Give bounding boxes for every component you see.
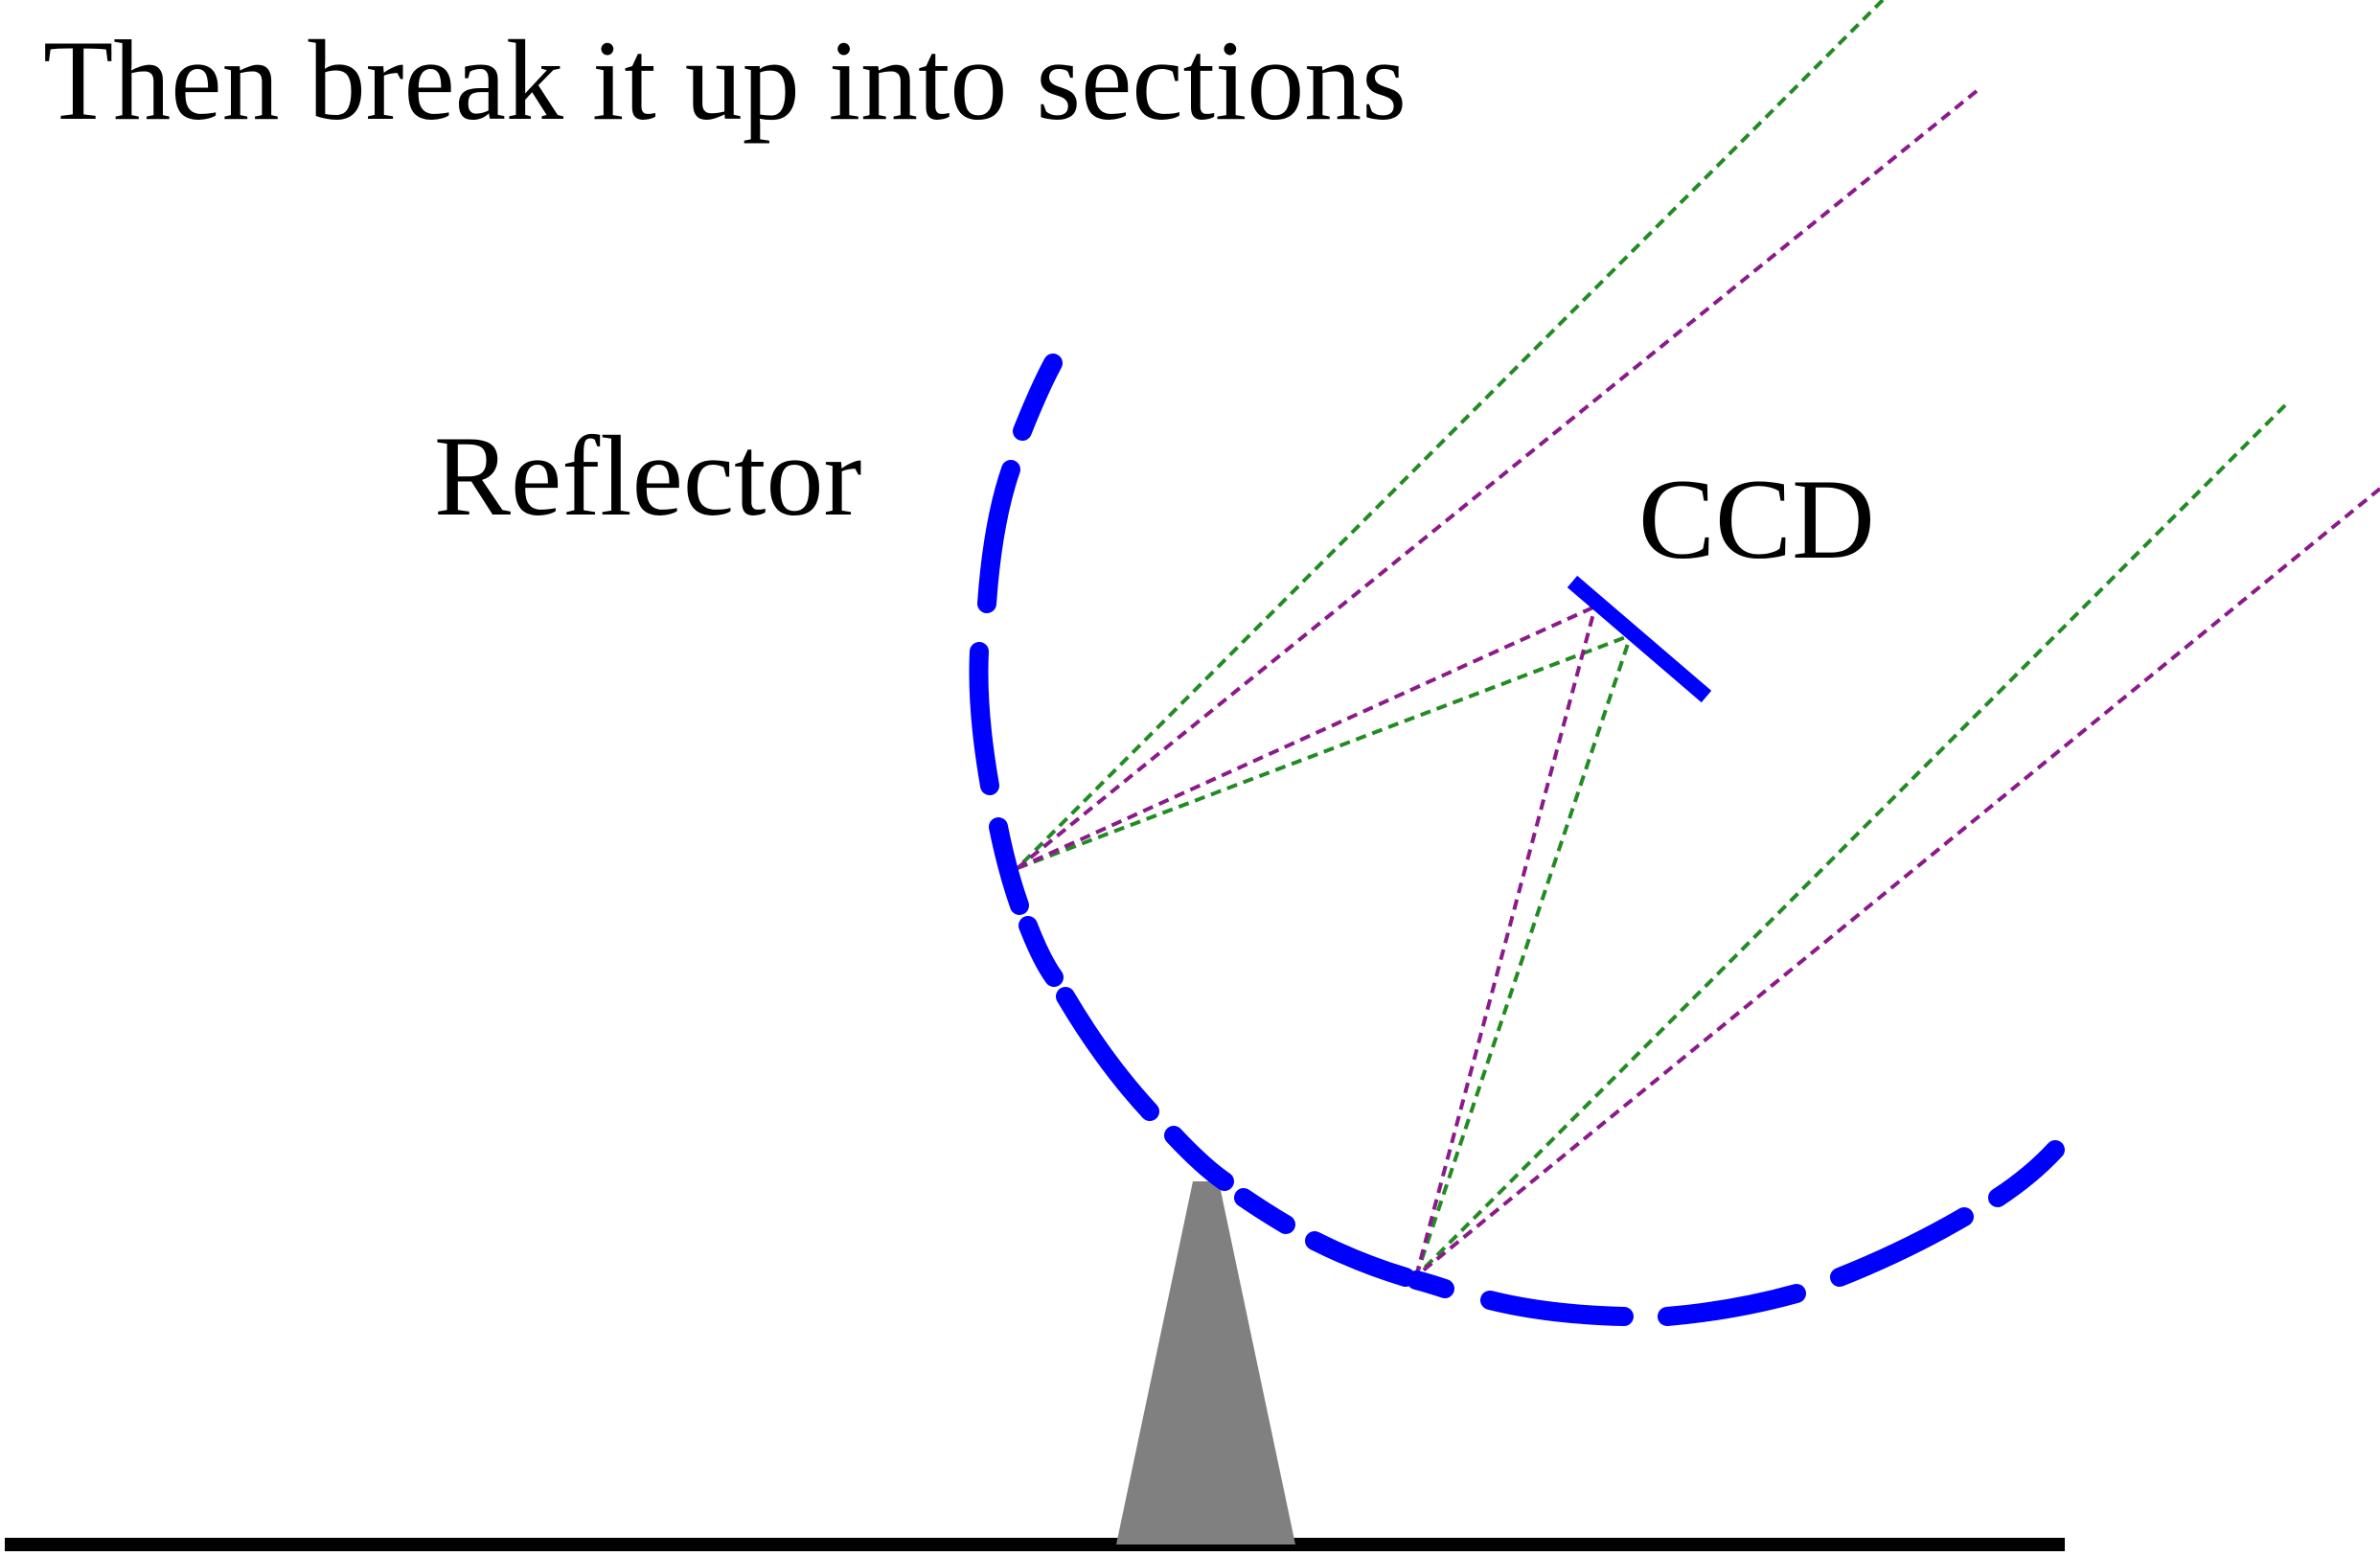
ray-green-reflected-top	[1017, 633, 1632, 870]
reflector-segment-2	[977, 460, 1020, 613]
reflector-segments	[969, 354, 2065, 1326]
reflector-segment-8	[1234, 1188, 1295, 1234]
reflector-segment-13	[1830, 1207, 1974, 1287]
rays-purple	[1016, 89, 2380, 1278]
reflector-segment-5	[1018, 916, 1064, 987]
reflector-segment-11	[1480, 1291, 1634, 1326]
reflector-label: Reflector	[434, 412, 862, 539]
diagram-title: Then break it up into sections	[43, 16, 1407, 144]
reflector-segment-4	[989, 817, 1029, 915]
reflector-segment-6	[1056, 987, 1159, 1121]
ray-purple-incoming-bottom	[1414, 487, 2380, 1278]
ray-green-incoming-top	[1016, 0, 1885, 870]
ray-purple-reflected-bottom	[1414, 606, 1597, 1277]
reflector-segment-7	[1164, 1126, 1234, 1191]
reflector-segment-12	[1658, 1284, 1806, 1326]
reflector-stand	[1116, 1181, 1295, 1545]
reflector-segment-9	[1305, 1231, 1415, 1287]
ccd-label: CCD	[1638, 455, 1875, 583]
reflector-segment-10	[1407, 1270, 1454, 1298]
reflector-segment-3	[969, 642, 999, 795]
reflector-segment-14	[1988, 1140, 2065, 1207]
rays-green	[1016, 0, 2287, 1278]
reflector-segment-1	[1013, 354, 1063, 441]
ray-green-incoming-bottom	[1414, 403, 2287, 1278]
ccd-detector	[1567, 575, 1712, 703]
ray-purple-reflected-top	[1017, 605, 1596, 870]
ray-green-reflected-bottom	[1414, 634, 1633, 1277]
